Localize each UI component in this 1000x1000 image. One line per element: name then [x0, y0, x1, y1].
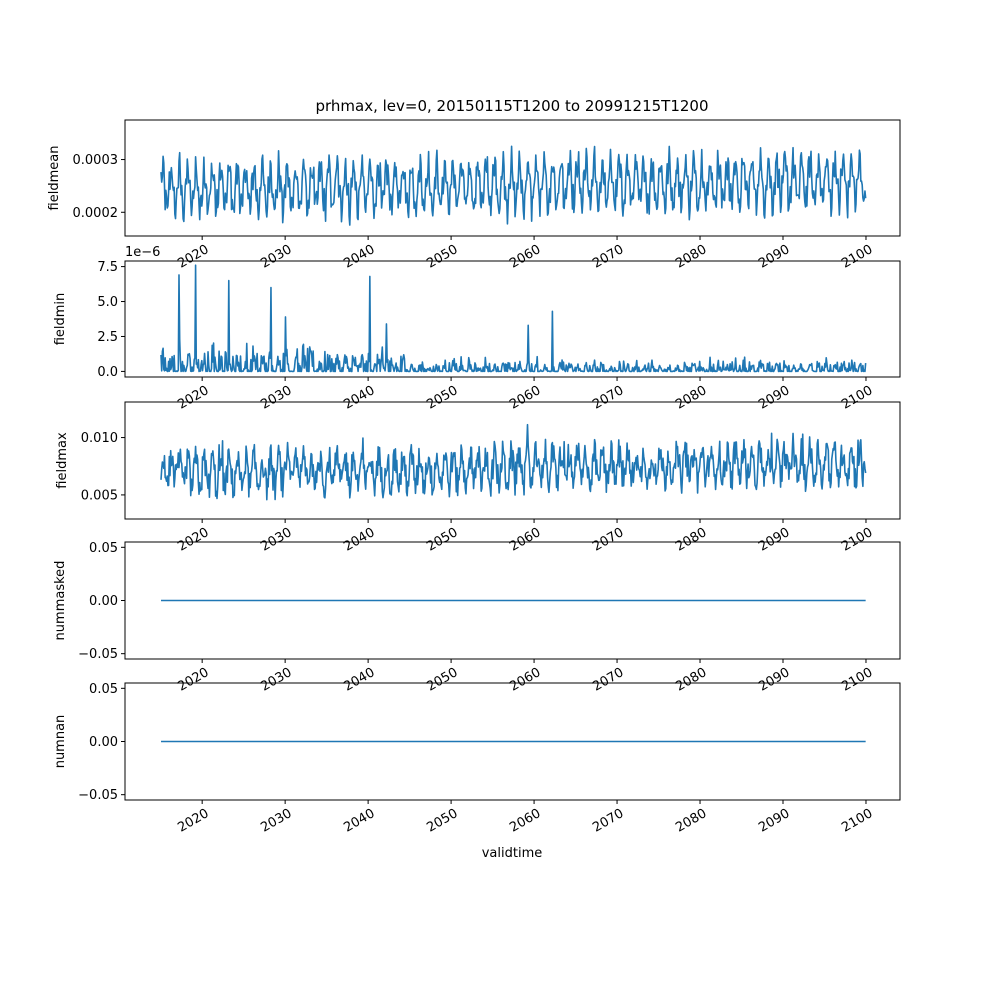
x-tick-label: 2060: [507, 383, 543, 413]
x-tick-label: 2060: [507, 665, 543, 695]
x-tick-label: 2080: [673, 242, 709, 272]
x-tick-label: 2060: [507, 806, 543, 836]
x-tick-label: 2020: [175, 525, 211, 555]
x-tick-label: 2030: [258, 806, 294, 836]
axes-frame: [124, 260, 901, 378]
panel-nummasked: −0.05 0.00 0.05 2020 2030 2040 2050 2060 2070 208…: [53, 541, 901, 695]
x-tick-label: 2020: [175, 242, 211, 272]
panel-numnan: −0.05 0.00 0.05 2020 2030 2040 2050 2060 2070 208…: [53, 682, 901, 836]
x-tick-label: 2040: [341, 383, 377, 413]
x-tick-label: 2100: [839, 525, 875, 555]
axes-frame: [124, 119, 901, 237]
y-axis-label: fieldmin: [53, 293, 68, 346]
x-tick-label: 2040: [341, 665, 377, 695]
x-tick-label: 2090: [756, 806, 792, 836]
x-tick-label: 2030: [258, 383, 294, 413]
x-tick-label: 2030: [258, 242, 294, 272]
y-tick-label: 0.0: [97, 365, 118, 380]
x-tick-label: 2030: [258, 665, 294, 695]
x-tick-label: 2060: [507, 525, 543, 555]
series-line-fieldmin: [160, 264, 867, 373]
y-tick-label: −0.05: [78, 788, 118, 803]
y-axis-label: fieldmax: [55, 432, 70, 489]
x-tick-label: 2100: [839, 806, 875, 836]
y-tick-label: 0.005: [81, 488, 118, 503]
y-tick-label: 0.00: [89, 735, 118, 750]
x-tick-label: 2080: [673, 525, 709, 555]
x-tick-label: 2070: [590, 242, 626, 272]
y-tick-label: 2.5: [97, 330, 118, 345]
x-tick-label: 2100: [839, 665, 875, 695]
y-tick-label: 7.5: [97, 260, 118, 275]
panel-fieldmin: 0.0 2.5 5.0 7.5 2020 2030 2040 2050 2060 2070 2080…: [53, 245, 901, 413]
x-tick-label: 2100: [839, 242, 875, 272]
x-axis-label: validtime: [482, 846, 543, 861]
y-tick-label: −0.05: [78, 647, 118, 662]
x-tick-label: 2050: [424, 242, 460, 272]
x-tick-label: 2040: [341, 806, 377, 836]
x-tick-label: 2080: [673, 665, 709, 695]
x-tick-label: 2050: [424, 525, 460, 555]
x-tick-label: 2100: [839, 383, 875, 413]
y-tick-label: 0.010: [81, 431, 118, 446]
x-tick-label: 2070: [590, 383, 626, 413]
y-tick-label: 0.05: [89, 541, 118, 556]
x-tick-label: 2040: [341, 525, 377, 555]
series-line-fieldmean: [160, 145, 867, 226]
x-tick-label: 2090: [756, 525, 792, 555]
y-axis-label: numnan: [53, 715, 68, 769]
x-tick-label: 2090: [756, 665, 792, 695]
x-tick-label: 2080: [673, 383, 709, 413]
series-line-fieldmax: [160, 423, 867, 501]
x-tick-label: 2030: [258, 525, 294, 555]
x-tick-label: 2050: [424, 383, 460, 413]
y-tick-label: 0.0002: [73, 206, 119, 221]
x-tick-label: 2020: [175, 665, 211, 695]
x-tick-label: 2050: [424, 665, 460, 695]
y-tick-label: 0.00: [89, 594, 118, 609]
y-axis-label: nummasked: [53, 561, 68, 641]
y-offset-label: 1e−6: [125, 245, 160, 260]
y-axis-label: fieldmean: [47, 146, 62, 211]
x-tick-label: 2070: [590, 665, 626, 695]
y-tick-label: 0.0003: [73, 153, 119, 168]
x-tick-label: 2090: [756, 383, 792, 413]
x-tick-label: 2020: [175, 806, 211, 836]
x-tick-label: 2080: [673, 806, 709, 836]
x-tick-label: 2040: [341, 242, 377, 272]
y-tick-label: 5.0: [97, 295, 118, 310]
axes-frame: [124, 401, 901, 520]
x-tick-label: 2070: [590, 806, 626, 836]
y-tick-label: 0.05: [89, 682, 118, 697]
x-tick-label: 2020: [175, 383, 211, 413]
panel-fieldmax: 0.005 0.010 2020 2030 2040 2050 2060 2070 2080 20…: [55, 401, 901, 555]
x-tick-label: 2050: [424, 806, 460, 836]
panel-fieldmean: 0.0002 0.0003 2020 2030 2040 2050 2060 2070 2080…: [47, 119, 901, 272]
chart-title: prhmax, lev=0, 20150115T1200 to 20991215…: [315, 97, 708, 115]
x-tick-label: 2060: [507, 242, 543, 272]
x-tick-label: 2070: [590, 525, 626, 555]
x-tick-label: 2090: [756, 242, 792, 272]
